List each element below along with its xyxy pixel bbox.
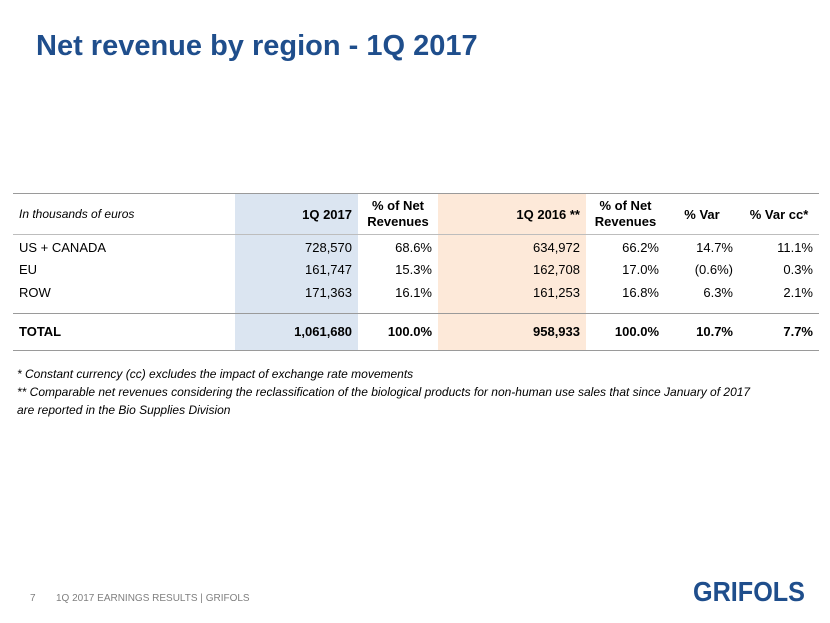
total-pct-2016: 100.0%	[586, 312, 665, 351]
header-1q2017: 1Q 2017	[235, 193, 358, 235]
total-var: 10.7%	[665, 312, 739, 351]
total-var-cc: 7.7%	[739, 312, 819, 351]
row-label: ROW	[19, 284, 51, 300]
total-1q2016: 958,933	[438, 312, 586, 351]
cell-pct-2017: 68.6%	[395, 239, 432, 255]
page-number: 7	[30, 593, 36, 604]
page-title: Net revenue by region - 1Q 2017	[36, 30, 478, 62]
cell-pct-2017: 16.1%	[395, 284, 432, 300]
header-var-cc: % Var cc*	[739, 193, 819, 235]
cell-pct-2016: 66.2%	[622, 239, 659, 255]
total-label: TOTAL	[13, 312, 235, 351]
table-row: ROW 171,363 16.1% 161,253 16.8% 6.3% 2.1…	[13, 281, 819, 304]
header-pct-2016: % of Net Revenues	[586, 193, 665, 235]
cell-1q2016: 161,253	[438, 281, 586, 304]
cell-1q2016: 634,972	[438, 234, 586, 259]
grifols-logo-text: GRIFOLS	[693, 576, 805, 606]
row-label: EU	[19, 262, 38, 278]
cell-pct-2016: 16.8%	[622, 284, 659, 300]
cell-var: 6.3%	[703, 284, 733, 300]
cell-var-cc: 0.3%	[783, 262, 813, 278]
table-row: US + CANADA 728,570 68.6% 634,972 66.2% …	[13, 234, 819, 259]
cell-var-cc: 2.1%	[783, 284, 813, 300]
total-pct-2017: 100.0%	[358, 312, 438, 351]
row-label: US + CANADA	[19, 239, 107, 255]
table-row: EU 161,747 15.3% 162,708 17.0% (0.6%) 0.…	[13, 258, 819, 281]
cell-pct-2016: 17.0%	[622, 262, 659, 278]
total-row: TOTAL 1,061,680 100.0% 958,933 100.0% 10…	[13, 312, 819, 351]
footer-text: 1Q 2017 EARNINGS RESULTS | GRIFOLS	[56, 593, 250, 604]
header-units: In thousands of euros	[13, 193, 235, 235]
header-var: % Var	[665, 193, 739, 235]
slide-footer: 7 1Q 2017 EARNINGS RESULTS | GRIFOLS	[30, 593, 250, 604]
grifols-logo: GRIFOLS	[693, 576, 805, 606]
cell-var: (0.6%)	[694, 262, 733, 278]
spacer-row	[13, 303, 819, 313]
table-header-row: In thousands of euros 1Q 2017 % of Net R…	[13, 193, 819, 235]
cell-var: 14.7%	[696, 239, 733, 255]
header-1q2016: 1Q 2016 **	[438, 193, 586, 235]
cell-1q2017: 171,363	[235, 281, 358, 304]
cell-var-cc: 11.1%	[777, 239, 813, 255]
revenue-table: In thousands of euros 1Q 2017 % of Net R…	[13, 193, 819, 351]
cell-pct-2017: 15.3%	[395, 262, 432, 278]
total-1q2017: 1,061,680	[235, 312, 358, 351]
footnotes: * Constant currency (cc) excludes the im…	[17, 365, 817, 419]
cell-1q2016: 162,708	[438, 258, 586, 281]
footnote-cc: * Constant currency (cc) excludes the im…	[17, 367, 414, 381]
footnote-comparable: ** Comparable net revenues considering t…	[17, 385, 751, 417]
cell-1q2017: 161,747	[235, 258, 358, 281]
cell-1q2017: 728,570	[235, 234, 358, 259]
header-pct-2017: % of Net Revenues	[358, 193, 438, 235]
